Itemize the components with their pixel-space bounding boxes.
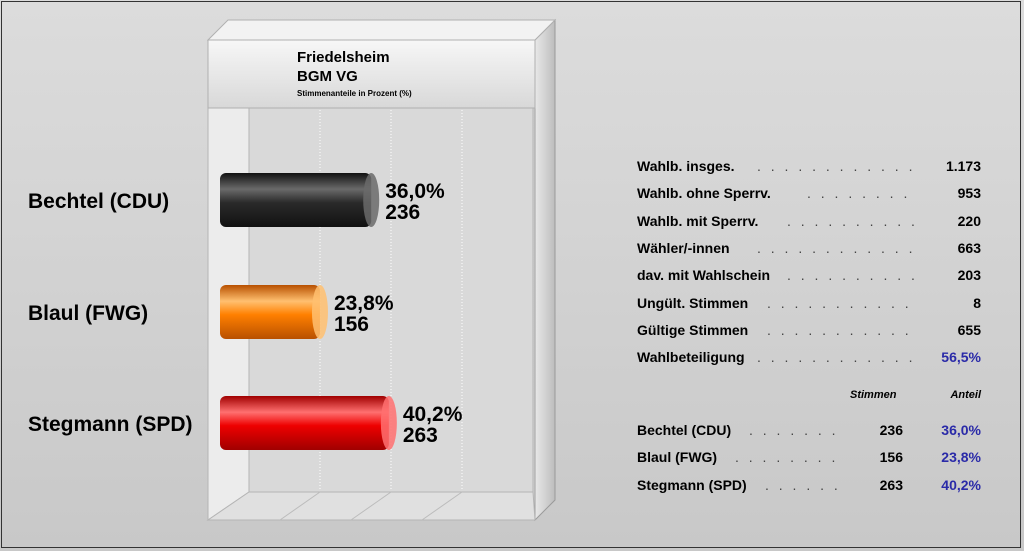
- leader-dots: . . . . . . . . . .: [765, 476, 842, 493]
- title-panel: [207, 39, 536, 109]
- leader-dots: . . . . . . . . . . . . . . . . . . .: [787, 267, 917, 284]
- stat-row: dav. mit Wahlschein . . . . . . . . . . .…: [637, 265, 981, 285]
- leader-dots: . . . . . . . . . . . . . . . . . . .: [757, 158, 917, 174]
- candidate-share: 40,2%: [941, 476, 981, 493]
- bar: [220, 173, 372, 227]
- category-label: Blaul (FWG): [28, 302, 148, 325]
- stat-value: 8: [973, 294, 981, 311]
- candidate-votes: 263: [879, 476, 903, 493]
- stat-value: 203: [957, 267, 981, 284]
- candidate-name: Stegmann (SPD): [637, 476, 747, 493]
- stat-value: 663: [957, 239, 981, 256]
- stat-value: 1.173: [945, 158, 981, 174]
- category-label: Bechtel (CDU): [28, 190, 169, 213]
- stat-row: Wahlbeteiligung . . . . . . . . . . . . .…: [637, 347, 981, 367]
- votes-column-header: Stimmen: [850, 389, 897, 401]
- leader-dots: . . . . . . . . . .: [749, 422, 842, 438]
- stat-row: Gültige Stimmen . . . . . . . . . . . . .…: [637, 320, 981, 340]
- stat-value: 56,5%: [941, 349, 981, 366]
- votes-label: 156: [334, 313, 369, 336]
- bar-cap: [380, 396, 397, 450]
- floor-grid-line: [350, 491, 392, 521]
- bars-group: Bechtel (CDU) 36,0%236 Blaul (FWG) 23,8%156…: [28, 173, 463, 450]
- value-label: 40,2%: [403, 403, 463, 426]
- candidate-votes: 236: [879, 422, 903, 438]
- leader-dots: . . . . . . . . . . . . . . . . . . .: [767, 321, 917, 338]
- stat-row: Wahlb. insges. . . . . . . . . . . . . . …: [637, 156, 981, 176]
- stat-value: 655: [957, 321, 981, 338]
- candidate-name: Bechtel (CDU): [637, 422, 732, 438]
- floor-grid-line: [279, 491, 321, 521]
- leader-dots: . . . . . . . . . . . . . . . . . . .: [787, 212, 917, 229]
- leader-dots: . . . . . . . . . . . . . . . . . . .: [757, 239, 917, 256]
- stat-row: Wähler/-innen . . . . . . . . . . . . . .…: [637, 238, 981, 258]
- leader-dots: . . . . . . . . . . . . . . . . . . .: [757, 349, 917, 366]
- leader-dots: . . . . . . . . . .: [735, 449, 842, 466]
- stat-row: Ungült. Stimmen . . . . . . . . . . . . .…: [637, 293, 981, 313]
- bar-chart: Friedelsheim BGM VG Stimmenanteile in Pr…: [28, 18, 557, 522]
- stat-label: Wahlb. ohne Sperrv.: [637, 185, 771, 202]
- value-label: 23,8%: [334, 292, 394, 315]
- stat-row: Wahlb. ohne Sperrv. . . . . . . . . . . .…: [637, 183, 981, 203]
- result-row: Stegmann (SPD) . . . . . . . . . . 263 40,2…: [637, 475, 981, 495]
- box-right-side: [534, 18, 556, 522]
- chart-caption: Stimmenanteile in Prozent (%): [297, 89, 412, 98]
- stat-label: Ungült. Stimmen: [637, 294, 749, 311]
- votes-label: 236: [385, 201, 420, 224]
- chart-subtitle: BGM VG: [297, 68, 358, 85]
- leader-dots: . . . . . . . . . . . . . . . . . . .: [807, 185, 917, 202]
- stat-value: 220: [957, 212, 981, 229]
- box-top: [206, 19, 557, 41]
- stat-value: 953: [957, 185, 981, 202]
- candidate-share: 23,8%: [941, 449, 981, 466]
- bar-cap: [363, 173, 380, 227]
- floor-grid-line: [421, 491, 463, 521]
- stat-label: Wahlb. mit Sperrv.: [637, 212, 759, 229]
- stat-label: dav. mit Wahlschein: [637, 267, 771, 284]
- candidate-votes: 156: [879, 449, 903, 466]
- share-column-header: Anteil: [950, 389, 981, 401]
- stat-row: Wahlb. mit Sperrv. . . . . . . . . . . . …: [637, 211, 981, 231]
- candidate-share: 36,0%: [941, 422, 981, 438]
- bar: [220, 285, 320, 339]
- candidate-name: Blaul (FWG): [637, 449, 718, 466]
- result-row: Blaul (FWG) . . . . . . . . . . 156 23,8%: [637, 447, 981, 467]
- stat-label: Wahlb. insges.: [637, 158, 735, 174]
- result-row: Bechtel (CDU) . . . . . . . . . . 236 36,0%: [637, 420, 981, 440]
- stat-label: Gültige Stimmen: [637, 321, 749, 338]
- leader-dots: . . . . . . . . . . . . . . . . . . .: [767, 294, 917, 311]
- category-label: Stegmann (SPD): [28, 413, 193, 436]
- votes-label: 263: [403, 424, 438, 447]
- bar-cap: [311, 285, 328, 339]
- stat-label: Wahlbeteiligung: [637, 349, 745, 366]
- bar: [220, 396, 389, 450]
- stat-label: Wähler/-innen: [637, 239, 730, 256]
- chart-title: Friedelsheim: [297, 49, 390, 66]
- value-label: 36,0%: [385, 180, 445, 203]
